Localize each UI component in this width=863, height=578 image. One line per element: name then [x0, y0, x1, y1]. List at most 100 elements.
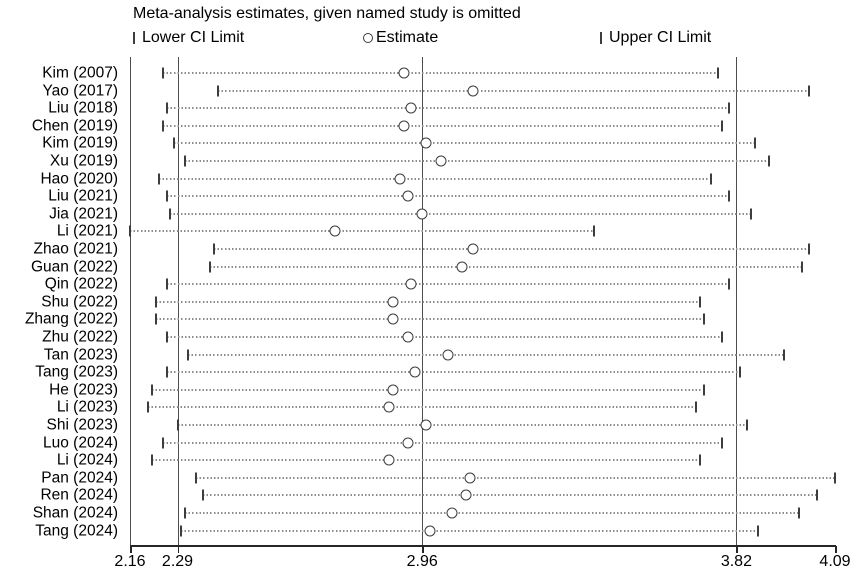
study-label: Li (2024) [56, 451, 118, 469]
upper-ci-tick [702, 313, 705, 325]
ci-interval-line [181, 529, 759, 532]
estimate-marker [467, 243, 479, 255]
x-axis-tick-label: 3.82 [720, 553, 752, 570]
ci-interval-line [217, 89, 810, 92]
ci-interval-line [130, 230, 594, 233]
legend-label-estimate: Estimate [376, 29, 439, 46]
upper-ci-tick [720, 331, 723, 343]
estimate-marker [387, 313, 399, 325]
ci-interval-line [184, 160, 770, 162]
ci-interval-line [151, 388, 704, 391]
plot-left-frame-line [130, 57, 131, 546]
lower-ci-tick [161, 437, 164, 449]
x-axis-tick [422, 546, 424, 553]
upper-ci-tick [709, 173, 712, 185]
estimate-marker [405, 278, 417, 290]
lower-ci-tick [216, 85, 219, 97]
upper-ci-tick [808, 85, 811, 97]
estimate-marker [402, 190, 414, 202]
chart-title: Meta-analysis estimates, given named stu… [133, 5, 521, 22]
legend-item-upper-ci: Upper CI Limit [600, 29, 711, 47]
study-label: Tang (2023) [35, 363, 118, 381]
study-label: Tan (2023) [43, 346, 118, 364]
upper-ci-tick [698, 454, 701, 466]
x-axis-tick-label: 2.29 [161, 553, 194, 570]
upper-ci-tick [728, 190, 731, 202]
lower-ci-tick [150, 384, 153, 396]
study-label: Liu (2018) [48, 99, 118, 117]
lower-ci-tick [158, 173, 161, 185]
estimate-marker [464, 472, 476, 484]
upper-ci-tick [728, 102, 731, 114]
upper-ci-tick [695, 401, 698, 413]
estimate-marker [394, 173, 406, 185]
x-axis-tick [835, 546, 837, 553]
upper-ci-tick [797, 507, 800, 519]
estimate-marker [383, 401, 395, 413]
upper-ci-tick [739, 366, 741, 378]
legend-item-lower-ci: Lower CI Limit [133, 29, 244, 47]
x-axis-tick-label: 2.16 [114, 553, 146, 570]
lower-ci-tick [165, 366, 168, 378]
study-label: Hao (2020) [40, 170, 118, 188]
upper-ci-tick [782, 349, 785, 361]
lower-ci-tick [183, 507, 186, 519]
ci-interval-line [155, 300, 700, 303]
lower-ci-tick [176, 419, 179, 431]
study-label: Luo (2024) [43, 434, 118, 452]
upper-ci-tick [717, 67, 720, 79]
upper-ci-tick [728, 278, 731, 290]
upper-ci-tick [746, 419, 749, 431]
study-label: Pan (2024) [41, 469, 118, 487]
estimate-marker [409, 366, 421, 378]
upper-ci-tick [753, 137, 756, 149]
study-label: Zhang (2022) [24, 310, 118, 328]
legend-label-lower-ci: Lower CI Limit [142, 29, 245, 46]
estimate-marker [424, 525, 435, 537]
study-label: Xu (2019) [49, 152, 118, 170]
ci-tick-icon [133, 32, 135, 44]
ci-interval-line [166, 195, 729, 198]
lower-ci-tick [187, 349, 190, 361]
study-label: Kim (2007) [42, 64, 118, 82]
lower-ci-tick [150, 454, 153, 466]
study-label: Shi (2023) [46, 416, 118, 434]
x-axis-tick [177, 546, 179, 553]
lower-ci-tick [161, 67, 164, 79]
ci-interval-line [203, 494, 817, 497]
ci-tick-icon [600, 32, 602, 44]
study-label: Jia (2021) [49, 205, 118, 223]
estimate-marker [420, 137, 432, 149]
x-axis-tick-label: 2.96 [406, 553, 438, 570]
reference-line-2 [736, 57, 738, 546]
x-axis-tick [736, 546, 738, 553]
estimate-circle-icon [363, 33, 373, 43]
upper-ci-tick [698, 296, 701, 308]
study-label: Li (2023) [56, 398, 118, 416]
x-axis-tick-label: 4.09 [819, 553, 851, 570]
lower-ci-tick [147, 401, 150, 413]
upper-ci-tick [801, 261, 804, 273]
estimate-marker [435, 155, 446, 167]
estimate-marker [467, 85, 479, 97]
upper-ci-tick [720, 437, 723, 449]
study-label: Shu (2022) [41, 293, 118, 311]
x-axis-line [130, 545, 836, 547]
estimate-marker [383, 454, 395, 466]
study-label: Kim (2019) [42, 134, 118, 152]
ci-interval-line [166, 371, 740, 374]
lower-ci-tick [165, 190, 168, 202]
lower-ci-tick [165, 102, 168, 114]
ci-interval-line [148, 406, 697, 409]
ci-interval-line [214, 248, 810, 250]
study-label: Liu (2021) [48, 187, 118, 205]
ci-interval-line [166, 283, 729, 286]
study-label: Tang (2024) [35, 522, 118, 540]
lower-ci-tick [202, 489, 205, 501]
study-label: Shan (2024) [32, 504, 118, 522]
lower-ci-tick [154, 313, 157, 325]
estimate-marker [446, 507, 457, 519]
upper-ci-tick [750, 208, 752, 220]
estimate-marker [420, 419, 432, 431]
